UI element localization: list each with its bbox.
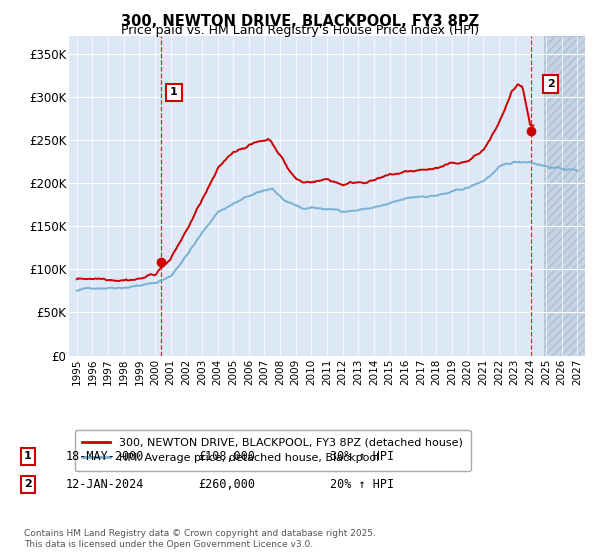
Text: 18-MAY-2000: 18-MAY-2000: [66, 450, 145, 463]
Text: 12-JAN-2024: 12-JAN-2024: [66, 478, 145, 491]
Text: 1: 1: [24, 451, 32, 461]
Text: £260,000: £260,000: [198, 478, 255, 491]
Text: 2: 2: [547, 79, 554, 89]
Text: £108,000: £108,000: [198, 450, 255, 463]
Text: Contains HM Land Registry data © Crown copyright and database right 2025.
This d: Contains HM Land Registry data © Crown c…: [24, 529, 376, 549]
Bar: [544, 36, 585, 356]
Text: 300, NEWTON DRIVE, BLACKPOOL, FY3 8PZ: 300, NEWTON DRIVE, BLACKPOOL, FY3 8PZ: [121, 14, 479, 29]
Legend: 300, NEWTON DRIVE, BLACKPOOL, FY3 8PZ (detached house), HPI: Average price, deta: 300, NEWTON DRIVE, BLACKPOOL, FY3 8PZ (d…: [74, 430, 470, 471]
Text: 1: 1: [170, 87, 178, 97]
Text: 30% ↑ HPI: 30% ↑ HPI: [330, 450, 394, 463]
Text: 2: 2: [24, 479, 32, 489]
Text: Price paid vs. HM Land Registry's House Price Index (HPI): Price paid vs. HM Land Registry's House …: [121, 24, 479, 36]
Text: 20% ↑ HPI: 20% ↑ HPI: [330, 478, 394, 491]
